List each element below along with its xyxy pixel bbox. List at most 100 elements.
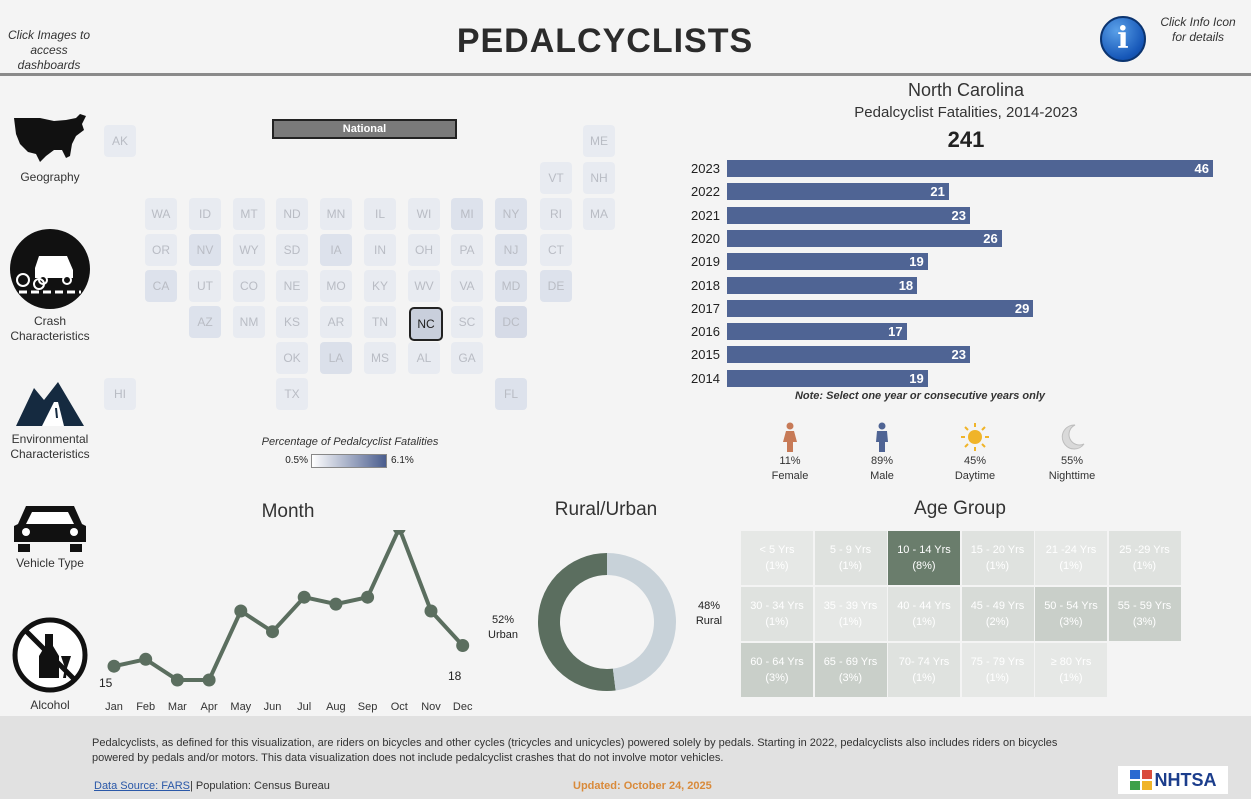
month-point-dec[interactable] xyxy=(456,639,470,652)
nav-environmental-characteristics[interactable]: Environmental Characteristics xyxy=(2,378,98,462)
state-tile-hi[interactable]: HI xyxy=(104,378,136,410)
state-tile-oh[interactable]: OH xyxy=(408,234,440,266)
age-group-cell[interactable]: 25 -29 Yrs (1%) xyxy=(1108,531,1182,586)
month-point-jul[interactable] xyxy=(297,590,311,604)
state-tile-nm[interactable]: NM xyxy=(233,306,265,338)
state-tile-al[interactable]: AL xyxy=(408,342,440,374)
state-tile-mo[interactable]: MO xyxy=(320,270,352,302)
state-tile-nh[interactable]: NH xyxy=(583,162,615,194)
age-group-cell[interactable]: 55 - 59 Yrs (3%) xyxy=(1108,587,1182,642)
month-point-feb[interactable] xyxy=(139,652,153,666)
state-tile-nd[interactable]: ND xyxy=(276,198,308,230)
state-tile-wa[interactable]: WA xyxy=(145,198,177,230)
state-tile-ri[interactable]: RI xyxy=(540,198,572,230)
state-tile-tn[interactable]: TN xyxy=(364,306,396,338)
state-tile-mn[interactable]: MN xyxy=(320,198,352,230)
state-tile-ny[interactable]: NY xyxy=(495,198,527,230)
state-tile-ok[interactable]: OK xyxy=(276,342,308,374)
state-tile-il[interactable]: IL xyxy=(364,198,396,230)
state-tile-az[interactable]: AZ xyxy=(189,306,221,338)
state-tile-ar[interactable]: AR xyxy=(320,306,352,338)
state-tile-nj[interactable]: NJ xyxy=(495,234,527,266)
year-bar-2020[interactable]: 26 xyxy=(727,229,1002,247)
state-tile-ca[interactable]: CA xyxy=(145,270,177,302)
nav-geography[interactable]: Geography xyxy=(2,112,98,185)
age-group-cell[interactable]: 45 - 49 Yrs (2%) xyxy=(961,587,1035,642)
age-group-cell[interactable]: 21 -24 Yrs (1%) xyxy=(1035,531,1108,586)
year-bar-2015[interactable]: 23 xyxy=(727,346,970,364)
nhtsa-logo[interactable]: NHTSA xyxy=(1118,766,1228,794)
donut-slice-rural[interactable] xyxy=(606,553,676,691)
state-tile-wv[interactable]: WV xyxy=(408,270,440,302)
month-point-mar[interactable] xyxy=(170,673,184,687)
state-tile-wi[interactable]: WI xyxy=(408,198,440,230)
state-tile-ms[interactable]: MS xyxy=(364,342,396,374)
donut-slice-urban[interactable] xyxy=(538,553,616,691)
year-bar-2021[interactable]: 23 xyxy=(727,206,970,224)
age-group-cell[interactable]: 50 - 54 Yrs (3%) xyxy=(1035,587,1108,642)
state-tile-pa[interactable]: PA xyxy=(451,234,483,266)
state-tile-id[interactable]: ID xyxy=(189,198,221,230)
age-group-cell[interactable]: 10 - 14 Yrs (8%) xyxy=(888,531,961,586)
state-tile-de[interactable]: DE xyxy=(540,270,572,302)
state-tile-ia[interactable]: IA xyxy=(320,234,352,266)
state-tile-ct[interactable]: CT xyxy=(540,234,572,266)
state-tile-nv[interactable]: NV xyxy=(189,234,221,266)
state-tile-dc[interactable]: DC xyxy=(495,306,527,338)
state-tile-ak[interactable]: AK xyxy=(104,125,136,157)
age-group-cell[interactable]: ≥ 80 Yrs (1%) xyxy=(1035,643,1108,698)
year-bar-2016[interactable]: 17 xyxy=(727,323,907,341)
month-point-jun[interactable] xyxy=(266,625,279,639)
state-tile-sd[interactable]: SD xyxy=(276,234,308,266)
state-tile-ks[interactable]: KS xyxy=(276,306,308,338)
age-group-cell[interactable]: 15 - 20 Yrs (1%) xyxy=(961,531,1035,586)
age-group-cell[interactable]: 75 - 79 Yrs (1%) xyxy=(961,643,1035,698)
age-group-cell[interactable]: < 5 Yrs (1%) xyxy=(741,531,814,586)
nav-vehicle-type[interactable]: Vehicle Type xyxy=(2,500,98,571)
state-tile-sc[interactable]: SC xyxy=(451,306,483,338)
state-tile-ga[interactable]: GA xyxy=(451,342,483,374)
state-tile-va[interactable]: VA xyxy=(451,270,483,302)
year-bar-2014[interactable]: 19 xyxy=(727,369,928,387)
state-tile-nc[interactable]: NC xyxy=(409,307,443,341)
month-point-apr[interactable] xyxy=(202,673,216,687)
age-group-cell[interactable]: 35 - 39 Yrs (1%) xyxy=(814,587,888,642)
state-tile-fl[interactable]: FL xyxy=(495,378,527,410)
year-bar-2022[interactable]: 21 xyxy=(727,183,949,201)
data-source-link[interactable]: Data Source: FARS xyxy=(94,780,190,792)
info-icon[interactable]: i xyxy=(1100,16,1146,62)
state-tile-md[interactable]: MD xyxy=(495,270,527,302)
state-tile-tx[interactable]: TX xyxy=(276,378,308,410)
state-tile-la[interactable]: LA xyxy=(320,342,352,374)
year-bar-2018[interactable]: 18 xyxy=(727,276,918,294)
month-point-jan[interactable] xyxy=(107,659,121,673)
age-group-cell[interactable]: 60 - 64 Yrs (3%) xyxy=(741,643,814,698)
year-bar-2019[interactable]: 19 xyxy=(727,253,928,271)
month-point-aug[interactable] xyxy=(329,597,343,611)
nav-crash-characteristics[interactable]: Crash Characteristics xyxy=(2,228,98,344)
state-tile-in[interactable]: IN xyxy=(364,234,396,266)
month-point-oct[interactable] xyxy=(393,530,406,535)
state-tile-ma[interactable]: MA xyxy=(583,198,615,230)
state-tile-co[interactable]: CO xyxy=(233,270,265,302)
age-group-cell[interactable]: 40 - 44 Yrs (1%) xyxy=(888,587,961,642)
age-group-cell[interactable]: 70- 74 Yrs (1%) xyxy=(888,643,961,698)
state-tile-or[interactable]: OR xyxy=(145,234,177,266)
state-tile-wy[interactable]: WY xyxy=(233,234,265,266)
state-tile-ne[interactable]: NE xyxy=(276,270,308,302)
month-point-may[interactable] xyxy=(234,604,248,618)
state-tile-vt[interactable]: VT xyxy=(540,162,572,194)
age-group-cell[interactable]: 65 - 69 Yrs (3%) xyxy=(814,643,888,698)
year-bar-2023[interactable]: 46 xyxy=(727,160,1213,177)
nav-alcohol[interactable]: Alcohol xyxy=(2,616,98,713)
state-tile-mt[interactable]: MT xyxy=(233,198,265,230)
national-button[interactable]: National xyxy=(272,119,457,139)
month-point-nov[interactable] xyxy=(424,604,438,618)
state-tile-mi[interactable]: MI xyxy=(451,198,483,230)
age-group-cell[interactable]: 5 - 9 Yrs (1%) xyxy=(814,531,888,586)
age-group-cell[interactable]: 30 - 34 Yrs (1%) xyxy=(741,587,814,642)
state-tile-ky[interactable]: KY xyxy=(364,270,396,302)
state-tile-ut[interactable]: UT xyxy=(189,270,221,302)
year-bar-2017[interactable]: 29 xyxy=(727,299,1034,317)
state-tile-me[interactable]: ME xyxy=(583,125,615,157)
